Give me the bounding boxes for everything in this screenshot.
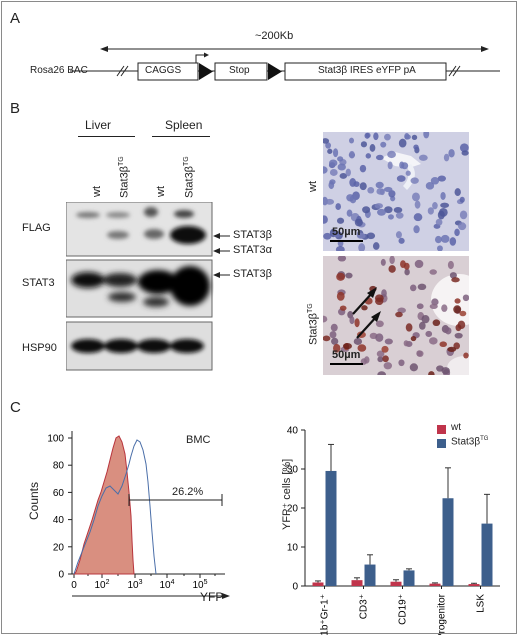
bar-chart-category-label: CD11b⁺Gr-1⁺ (320, 594, 331, 635)
western-blots (66, 202, 213, 371)
lane-label-3: wt (155, 186, 167, 197)
stat3b-cassette-label: Stat3β IRES eYFP pA (318, 65, 416, 76)
histogram-xtick-label: 0 (71, 580, 77, 591)
bar-wt (312, 582, 324, 586)
spleen-underline (152, 136, 210, 137)
blot-arrows (213, 233, 230, 278)
stop-label: Stop (229, 65, 250, 76)
bar-wt (351, 580, 363, 586)
promoter-arrow (195, 54, 206, 63)
micrograph-arrows (352, 287, 381, 339)
bar-wt (468, 584, 480, 586)
bar-chart-ytick-label: 40 (287, 426, 299, 437)
legend-label-wt: wt (451, 422, 461, 433)
bar-chart-category-label: LSK (476, 594, 487, 613)
histogram-title: BMC (186, 434, 211, 446)
bar-tg (403, 570, 415, 586)
bar-tg (442, 498, 454, 586)
legend-swatch-tg (437, 439, 446, 448)
bar-chart-ytick-label: 20 (287, 504, 299, 515)
panel-b-letter: B (10, 100, 21, 117)
histogram-ytick-label: 80 (53, 461, 65, 472)
blot-label-flag: FLAG (22, 222, 51, 234)
bar-chart: 0 10 20 30 40 CD11b⁺Gr-1⁺ CD3⁺ CD19⁺ Progenitor L… (287, 426, 500, 635)
histogram-ytick-label: 20 (53, 542, 65, 553)
spleen-label: Spleen (165, 118, 203, 132)
bar-chart-category-label: CD19⁺ (398, 594, 409, 625)
construct-diagram (70, 46, 500, 81)
stat3b-cassette-box (284, 62, 447, 81)
scale-bar-tg (330, 363, 363, 365)
micrograph-tg (323, 256, 469, 375)
micrograph-wt (323, 132, 469, 251)
stop-box (214, 62, 268, 81)
bar-chart-category-label: CD3⁺ (359, 594, 370, 619)
blot-label-stat3: STAT3 (22, 277, 55, 289)
arrow-label-stat3a: STAT3α (233, 244, 272, 256)
histogram-tg-line (73, 439, 157, 575)
histogram-wt-fill (72, 435, 135, 575)
micrograph-tg-label: Stat3βTG (307, 303, 320, 345)
bar-tg (481, 523, 493, 586)
caggs-label: CAGGS (145, 65, 182, 76)
panel-a-letter: A (10, 10, 21, 27)
gate-label: 26.2% (172, 486, 204, 498)
lane-label-4: Stat3βTG (183, 156, 196, 198)
bar-chart-ytick-label: 30 (287, 465, 299, 476)
loxp-triangle-2 (268, 63, 282, 80)
bar-chart-category-label: Progenitor (437, 593, 448, 635)
liver-label: Liver (85, 118, 112, 132)
histogram-ytick-label: 100 (47, 434, 64, 445)
arrow-label-stat3b: STAT3β (233, 268, 272, 280)
span-arrow-left-head (100, 46, 108, 52)
liver-underline (78, 136, 135, 137)
span-arrow-right-head (481, 46, 489, 52)
caggs-box (137, 62, 199, 81)
span-label: ~200Kb (255, 30, 294, 42)
scale-bar-wt (330, 240, 363, 242)
panel-c-letter: C (10, 399, 21, 416)
loxp-triangle-1 (199, 63, 213, 80)
yfp-arrow-head (222, 593, 230, 599)
legend-swatch-wt (437, 425, 446, 434)
histogram-ytick-label: 40 (53, 515, 65, 526)
bar-wt (429, 583, 441, 586)
bar-wt (390, 581, 402, 586)
break-mark-left (116, 65, 125, 77)
legend-label-tg: Stat3βTG (451, 436, 489, 448)
bar-chart-ytick-label: 10 (287, 543, 299, 554)
histogram-ytick-label: 0 (58, 570, 64, 581)
lane-label-2: Stat3βTG (118, 156, 131, 198)
blot-label-hsp90: HSP90 (22, 342, 57, 354)
scale-label-wt: 50µm (332, 226, 361, 238)
micrograph-wt-label: wt (307, 181, 319, 192)
scale-label-tg: 50µm (332, 349, 361, 361)
bar-tg (364, 564, 376, 586)
rosa26-label: Rosa26 BAC (30, 65, 88, 76)
histogram-xlabel: YFP (200, 590, 224, 604)
bar-chart-ytick-label: 0 (292, 582, 298, 593)
arrow-label-flag-stat3b: STAT3β (233, 229, 272, 241)
lane-label-1: wt (91, 186, 103, 197)
histogram-ytick-label: 60 (53, 488, 65, 499)
break-mark-right (448, 65, 457, 77)
bar-chart-ylabel: YFP⁺ cells [%] (281, 458, 293, 530)
bar-tg (325, 470, 337, 586)
